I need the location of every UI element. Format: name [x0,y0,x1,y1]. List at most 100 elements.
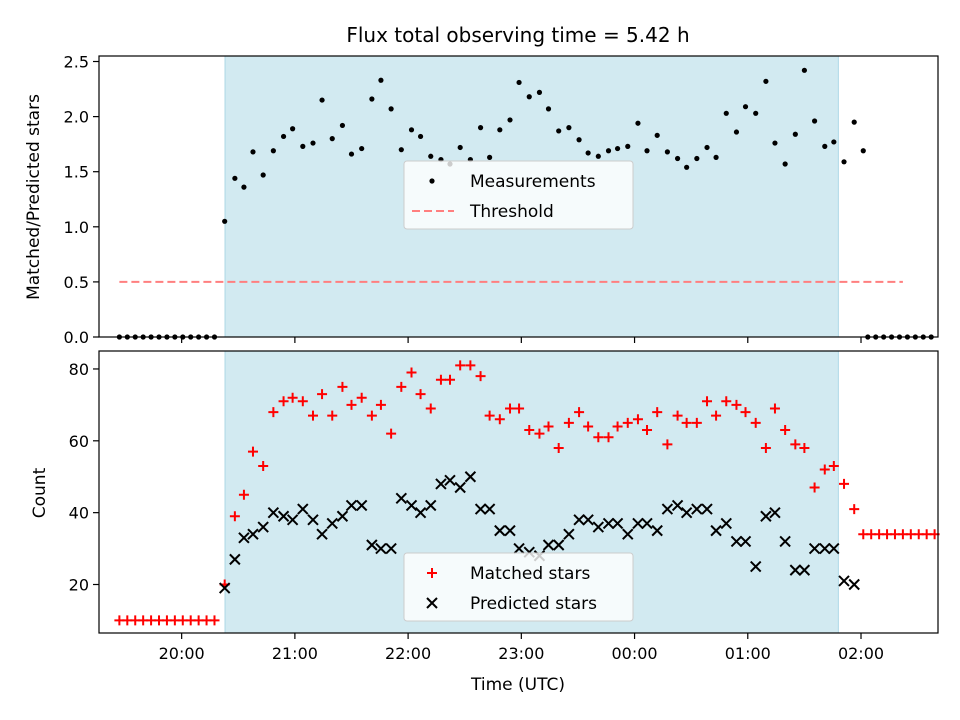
bottom-series-0-point-59 [672,410,683,421]
bottom-series-0-point-68 [760,442,771,453]
top-series-0-point-43 [516,79,522,86]
top-series-0-point-54 [625,143,631,149]
bottom-series-1-point-14 [355,499,368,512]
bottom-series-1 [218,471,860,594]
bottom-x-tick-label-5: 01:00 [725,644,771,663]
bottom-series-1-point-13 [345,499,358,512]
top-series-0-point-26 [348,151,355,157]
top-series-0-point-58 [664,149,670,155]
top-series-0-point-75 [831,139,837,145]
top-series-0-point-57 [654,132,660,138]
bottom-series-1-point-20 [414,506,427,519]
bottom-series-1-point-28 [494,524,506,537]
top-series-0-point-37 [457,144,463,151]
top-series-0-point-73 [811,118,818,124]
bottom-series-0-point-23 [317,389,328,400]
bottom-series-1-point-45 [661,503,674,515]
top-series-0-point-72 [801,67,807,73]
top-series-0-point-62 [704,144,710,151]
bottom-series-0-point-16 [247,446,258,457]
bottom-series-1-point-47 [680,506,693,519]
bottom-series-0-point-42 [505,403,516,414]
top-y-tick-label-3: 1.5 [64,163,89,182]
bottom-series-1-point-37 [582,514,594,526]
bottom-series-1-point-10 [316,528,328,540]
bottom-series-1-point-58 [789,564,802,576]
bottom-legend-marker-0 [427,568,437,578]
bottom-series-1-point-34 [552,539,565,551]
top-series-0-point-68 [763,78,769,84]
bottom-panel: 20 40 60 80 20:00 21:00 22:00 23:00 00:00 01:00 02… [69,350,940,663]
bottom-legend-label-0: Matched stars [470,564,590,584]
bottom-series-0-point-49 [574,407,585,418]
top-series-0-point-27 [359,145,365,152]
bottom-series-1-point-24 [454,481,466,494]
bottom-series-1-point-50 [710,524,722,537]
bottom-legend-box [403,552,634,622]
top-series-0-point-16 [250,149,256,155]
top-series-0-point-55 [635,120,641,126]
bottom-x-tick-label-0: 20:00 [159,644,205,663]
bottom-x-tick-label-6: 02:00 [838,644,884,663]
bottom-series-0-point-45 [534,428,545,439]
bottom-series-1-point-15 [366,539,378,551]
bottom-series-0-point-60 [681,417,692,428]
top-legend-label-1: Threshold [469,202,554,222]
bottom-series-1-point-60 [808,542,821,555]
bottom-series-1-point-19 [405,499,418,512]
bottom-series-0-point-30 [386,428,397,439]
top-series-0-point-42 [507,117,513,123]
top-series-0-point-56 [644,148,650,154]
top-series-0-point-39 [477,125,484,131]
bottom-series-0 [114,360,940,626]
bottom-series-0-point-57 [652,407,663,418]
bottom-series-0-point-70 [780,425,791,436]
top-series-0-point-25 [339,122,346,129]
bottom-series-0-point-44 [524,425,535,436]
bottom-series-0-point-21 [297,396,308,407]
bottom-series-1-point-52 [730,535,743,548]
bottom-series-0-point-66 [740,407,751,418]
bottom-series-0-point-34 [425,403,436,414]
top-series-0-point-77 [851,119,857,125]
bottom-series-0-point-76 [839,478,850,489]
bottom-series-0-point-51 [593,432,604,443]
bottom-series-1-point-62 [828,542,840,555]
bottom-series-1-point-18 [395,492,408,504]
bottom-series-1-point-43 [641,517,653,530]
bottom-series-1-point-16 [375,542,387,555]
bottom-series-0-point-74 [819,464,830,475]
bottom-series-0-point-62 [702,396,713,407]
top-series-0-point-76 [841,159,847,165]
top-series-0-point-52 [605,148,612,154]
top-legend: Measurements Threshold [403,160,634,230]
bottom-series-0-point-61 [691,417,702,428]
bottom-series-1-point-35 [563,528,575,540]
bottom-series-1-point-23 [444,474,456,487]
bottom-series-0-point-72 [799,442,810,453]
bottom-series-0-point-18 [268,407,279,418]
top-frame [98,55,939,338]
bottom-series-0-point-35 [435,374,446,385]
bottom-series-0-point-14 [229,511,240,522]
bottom-series-1-point-2 [238,532,250,544]
bottom-series-1-point-53 [739,535,752,548]
top-series-0-point-17 [260,172,266,178]
bottom-series-1-point-59 [798,564,811,576]
top-series-0-point-24 [329,136,335,142]
bottom-series-1-point-26 [474,503,487,515]
bottom-series-1-point-51 [720,517,732,530]
bottom-series-0-point-54 [622,417,633,428]
top-series-0-point-44 [526,94,532,100]
bottom-series-0-point-67 [750,417,761,428]
top-y-tick-label-0: 0.0 [64,328,89,347]
top-y-axis-label: Matched/Predicted stars [24,94,44,300]
bottom-series-0-point-58 [662,439,673,450]
top-series-0-point-18 [270,148,276,154]
bottom-series-0-point-32 [406,367,417,378]
bottom-x-tick-label-2: 22:00 [385,644,431,663]
bottom-series-0-point-36 [444,374,455,385]
bottom-series-1-point-40 [611,517,624,530]
top-series-0-point-51 [595,153,601,159]
